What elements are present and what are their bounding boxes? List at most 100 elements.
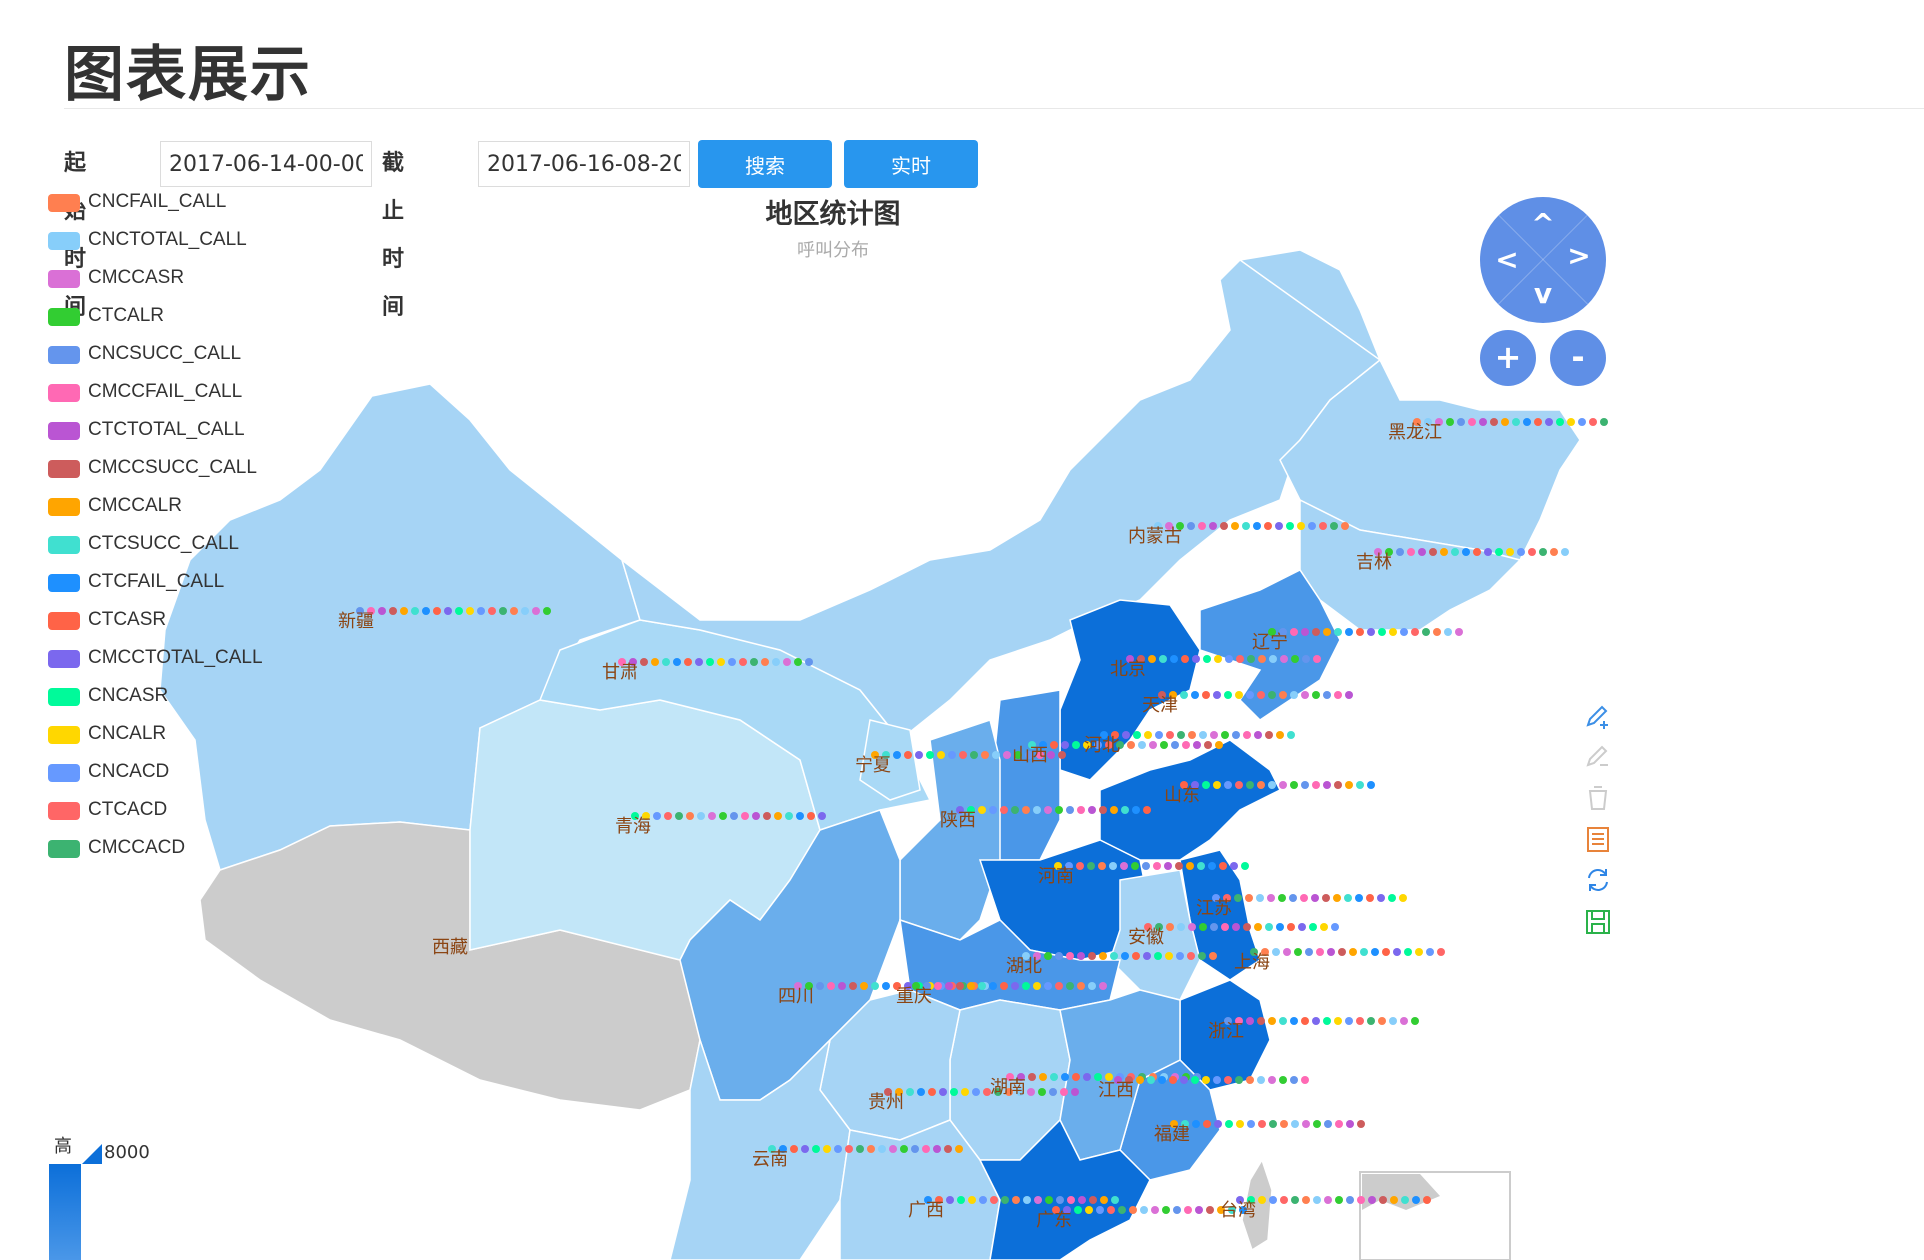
data-point[interactable] xyxy=(1291,655,1299,663)
data-point[interactable] xyxy=(1050,1073,1058,1081)
data-point[interactable] xyxy=(1393,948,1401,956)
data-point[interactable] xyxy=(1389,1017,1397,1025)
data-point[interactable] xyxy=(1550,548,1558,556)
data-point[interactable] xyxy=(1109,862,1117,870)
data-point[interactable] xyxy=(1316,948,1324,956)
data-point[interactable] xyxy=(1072,1073,1080,1081)
data-point[interactable] xyxy=(1089,1196,1097,1204)
data-point[interactable] xyxy=(878,1145,886,1153)
data-point[interactable] xyxy=(706,658,714,666)
data-point[interactable] xyxy=(1258,655,1266,663)
data-point[interactable] xyxy=(1423,1196,1431,1204)
data-point[interactable] xyxy=(1468,418,1476,426)
data-point[interactable] xyxy=(1060,1088,1068,1096)
data-point[interactable] xyxy=(1169,1076,1177,1084)
data-point[interactable] xyxy=(816,982,824,990)
data-point[interactable] xyxy=(1132,952,1140,960)
data-point[interactable] xyxy=(926,751,934,759)
data-point[interactable] xyxy=(1033,806,1041,814)
data-point[interactable] xyxy=(1334,691,1342,699)
restore-icon[interactable] xyxy=(1584,866,1612,894)
data-point[interactable] xyxy=(1440,548,1448,556)
data-point[interactable] xyxy=(1033,982,1041,990)
data-point[interactable] xyxy=(1054,862,1062,870)
data-point[interactable] xyxy=(1188,923,1196,931)
data-point[interactable] xyxy=(1044,982,1052,990)
data-point[interactable] xyxy=(1212,894,1220,902)
legend-item[interactable]: CNCTOTAL_CALL xyxy=(48,228,288,252)
data-point[interactable] xyxy=(1049,1088,1057,1096)
data-point[interactable] xyxy=(1077,982,1085,990)
data-point[interactable] xyxy=(807,812,815,820)
data-point[interactable] xyxy=(912,982,920,990)
data-point[interactable] xyxy=(1276,731,1284,739)
data-point[interactable] xyxy=(1056,1196,1064,1204)
data-point[interactable] xyxy=(1313,1196,1321,1204)
data-point[interactable] xyxy=(466,607,474,615)
data-point[interactable] xyxy=(1148,655,1156,663)
data-point[interactable] xyxy=(978,806,986,814)
data-point[interactable] xyxy=(1287,923,1295,931)
data-point[interactable] xyxy=(642,812,650,820)
data-point[interactable] xyxy=(1289,894,1297,902)
data-point[interactable] xyxy=(1142,862,1150,870)
data-view-icon[interactable] xyxy=(1584,825,1612,853)
data-point[interactable] xyxy=(1066,982,1074,990)
data-point[interactable] xyxy=(1177,923,1185,931)
data-point[interactable] xyxy=(1279,691,1287,699)
data-point[interactable] xyxy=(1111,1196,1119,1204)
end-time-input[interactable] xyxy=(478,141,690,187)
data-point[interactable] xyxy=(1098,862,1106,870)
data-point[interactable] xyxy=(1385,548,1393,556)
data-point[interactable] xyxy=(1345,628,1353,636)
data-point[interactable] xyxy=(1334,1017,1342,1025)
data-point[interactable] xyxy=(1413,418,1421,426)
data-point[interactable] xyxy=(1330,522,1338,530)
legend-item[interactable]: CTCSUCC_CALL xyxy=(48,532,288,556)
data-point[interactable] xyxy=(1400,628,1408,636)
data-point[interactable] xyxy=(1143,952,1151,960)
data-point[interactable] xyxy=(1138,741,1146,749)
data-point[interactable] xyxy=(1173,1206,1181,1214)
data-point[interactable] xyxy=(433,607,441,615)
data-point[interactable] xyxy=(1017,1073,1025,1081)
data-point[interactable] xyxy=(1302,655,1310,663)
data-point[interactable] xyxy=(1039,741,1047,749)
data-point[interactable] xyxy=(367,607,375,615)
data-point[interactable] xyxy=(956,982,964,990)
data-point[interactable] xyxy=(1155,923,1163,931)
data-point[interactable] xyxy=(1154,522,1162,530)
data-point[interactable] xyxy=(1176,522,1184,530)
data-point[interactable] xyxy=(1083,1073,1091,1081)
data-point[interactable] xyxy=(794,982,802,990)
data-point[interactable] xyxy=(1186,862,1194,870)
data-point[interactable] xyxy=(1382,948,1390,956)
legend-item[interactable]: CTCTOTAL_CALL xyxy=(48,418,288,442)
data-point[interactable] xyxy=(906,1088,914,1096)
data-point[interactable] xyxy=(1022,806,1030,814)
data-point[interactable] xyxy=(1280,655,1288,663)
data-point[interactable] xyxy=(1556,418,1564,426)
data-point[interactable] xyxy=(1323,628,1331,636)
data-point[interactable] xyxy=(1028,741,1036,749)
data-point[interactable] xyxy=(1279,1017,1287,1025)
data-point[interactable] xyxy=(924,1196,932,1204)
legend-item[interactable]: CMCCFAIL_CALL xyxy=(48,380,288,404)
data-point[interactable] xyxy=(1225,1120,1233,1128)
data-point[interactable] xyxy=(543,607,551,615)
data-point[interactable] xyxy=(1378,1017,1386,1025)
data-point[interactable] xyxy=(1133,731,1141,739)
data-point[interactable] xyxy=(1269,1120,1277,1128)
data-point[interactable] xyxy=(1224,1076,1232,1084)
data-point[interactable] xyxy=(884,1088,892,1096)
data-point[interactable] xyxy=(1396,548,1404,556)
data-point[interactable] xyxy=(1052,1206,1060,1214)
data-point[interactable] xyxy=(812,1145,820,1153)
data-point[interactable] xyxy=(904,982,912,990)
data-point[interactable] xyxy=(1215,741,1223,749)
data-point[interactable] xyxy=(1072,741,1080,749)
data-point[interactable] xyxy=(1297,522,1305,530)
data-point[interactable] xyxy=(1235,1017,1243,1025)
data-point[interactable] xyxy=(1011,982,1019,990)
data-point[interactable] xyxy=(1344,894,1352,902)
